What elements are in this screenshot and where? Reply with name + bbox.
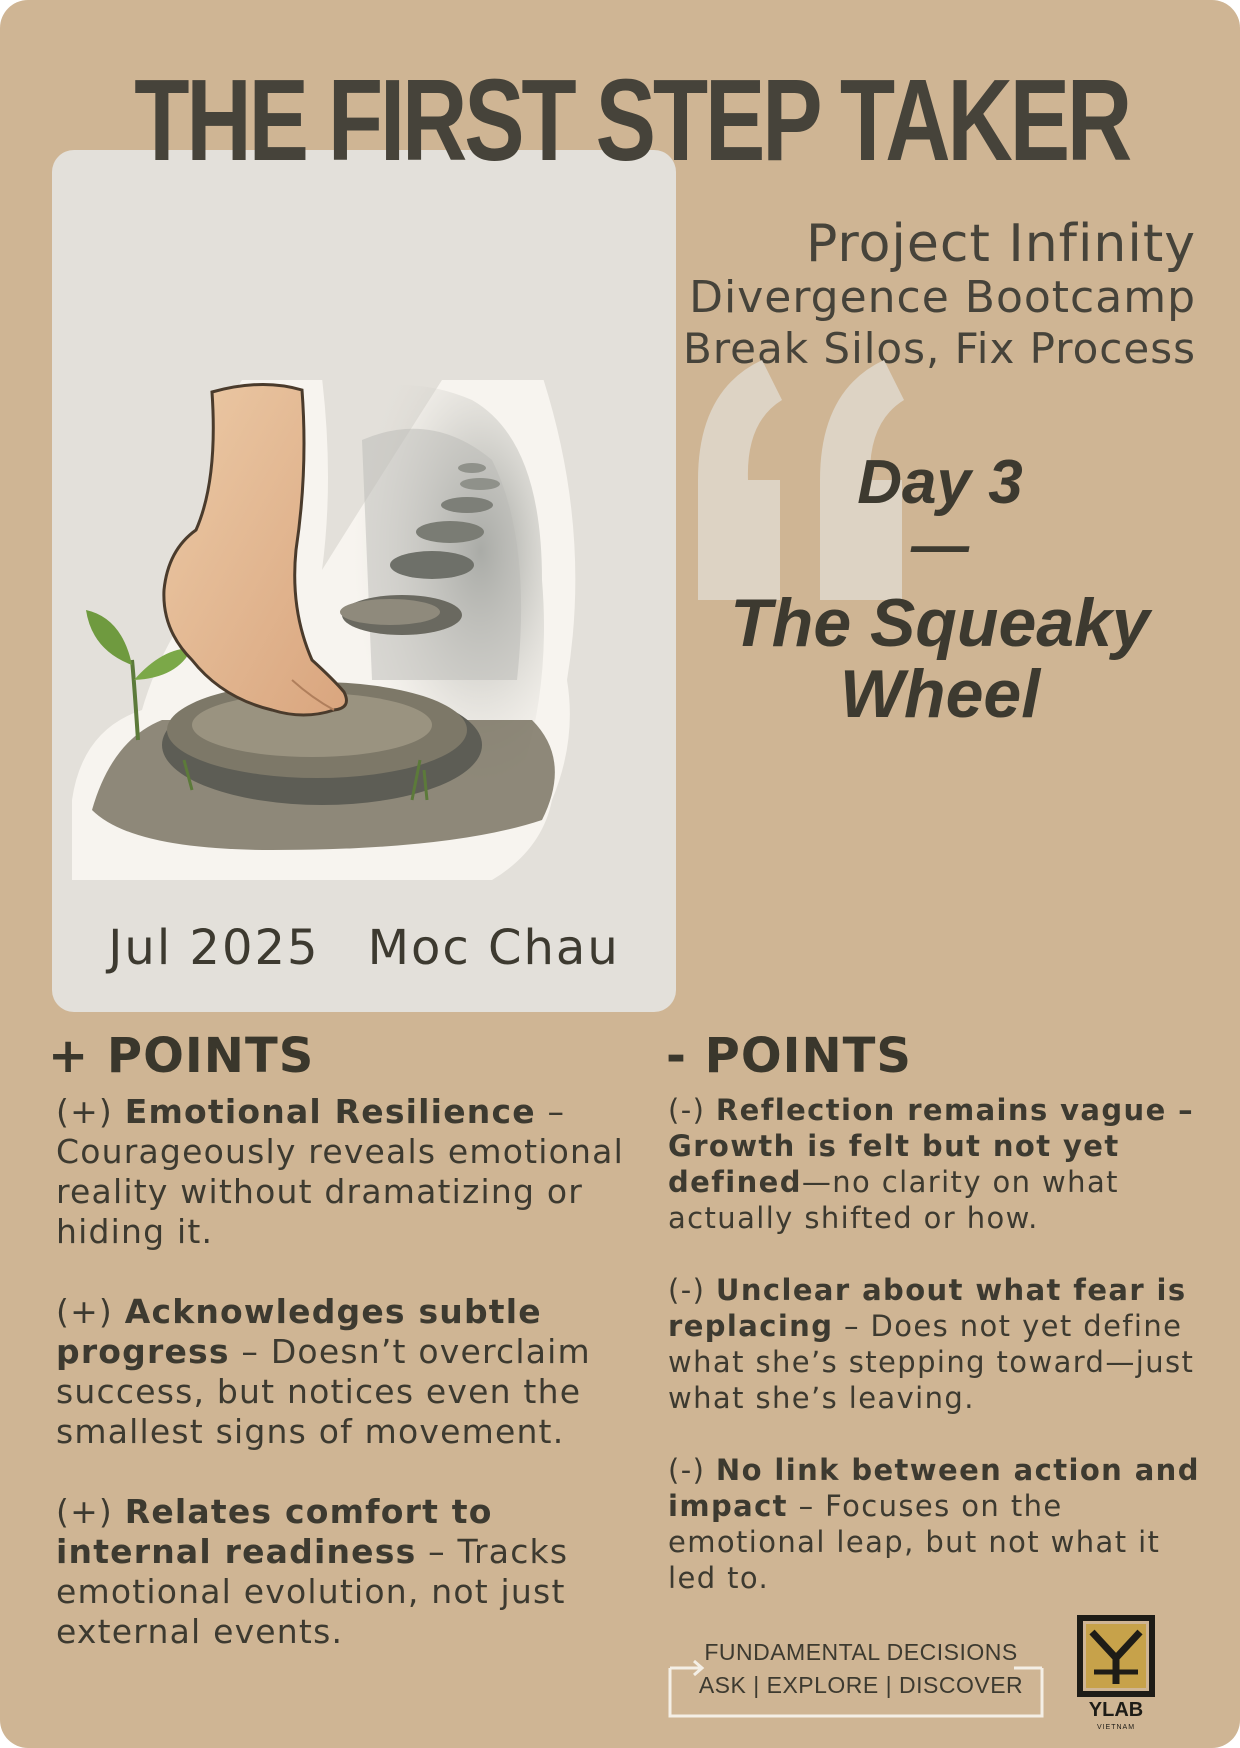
project-name: Project Infinity bbox=[805, 214, 1196, 274]
ylab-logo-icon: YLAB VIETNAM bbox=[1077, 1615, 1155, 1731]
item-title: No link between action and impact bbox=[668, 1453, 1200, 1523]
photo-caption: Jul 2025 Moc Chau bbox=[52, 920, 676, 976]
minus-points-list: (-) Reflection remains vague – Growth is… bbox=[668, 1092, 1208, 1632]
item-title: Acknowledges subtle progress bbox=[56, 1292, 542, 1371]
item-text: – Focuses on the emotional leap, but not… bbox=[668, 1489, 1161, 1595]
item-title: Unclear about what fear is replacing bbox=[668, 1273, 1187, 1343]
item-prefix: (-) bbox=[668, 1093, 716, 1127]
list-item: (-) Reflection remains vague – Growth is… bbox=[668, 1092, 1208, 1236]
footer-bracket-icon bbox=[668, 1659, 1044, 1718]
item-title: Reflection remains vague – Growth is fel… bbox=[668, 1093, 1195, 1199]
project-info: Project Infinity Divergence Bootcamp Bre… bbox=[683, 218, 1196, 370]
logo-text: YLAB bbox=[1089, 1699, 1143, 1721]
item-prefix: (-) bbox=[668, 1453, 716, 1487]
footer-tagline: FUNDAMENTAL DECISIONS ASK | EXPLORE | DI… bbox=[666, 1636, 1056, 1702]
item-text: – Courageously reveals emotional reality… bbox=[56, 1092, 624, 1251]
list-item: (+) Emotional Resilience – Courageously … bbox=[56, 1092, 626, 1252]
photo-location: Moc Chau bbox=[367, 920, 620, 976]
project-program: Divergence Bootcamp bbox=[689, 272, 1196, 323]
photo-date: Jul 2025 bbox=[108, 920, 320, 976]
day-heading: Day 3 — The Squeaky Wheel bbox=[720, 452, 1160, 729]
list-item: (-) No link between action and impact – … bbox=[668, 1452, 1208, 1596]
item-title: Emotional Resilience bbox=[124, 1092, 536, 1131]
plus-points-list: (+) Emotional Resilience – Courageously … bbox=[56, 1092, 626, 1692]
item-text: – Tracks emotional evolution, not just e… bbox=[56, 1532, 569, 1651]
item-prefix: (+) bbox=[56, 1092, 125, 1131]
item-text: – Doesn’t overclaim success, but notices… bbox=[56, 1332, 591, 1451]
quote-mark-icon bbox=[698, 360, 904, 600]
list-item: (+) Acknowledges subtle progress – Doesn… bbox=[56, 1292, 626, 1452]
list-item: (-) Unclear about what fear is replacing… bbox=[668, 1272, 1208, 1416]
project-tagline: Break Silos, Fix Process bbox=[683, 324, 1196, 373]
logo-subtext: VIETNAM bbox=[1097, 1724, 1135, 1731]
day-dash: — bbox=[911, 513, 969, 578]
minus-points-heading: - POINTS bbox=[666, 1028, 912, 1084]
plus-points-heading: + POINTS bbox=[48, 1028, 315, 1084]
item-prefix: (+) bbox=[56, 1292, 125, 1331]
item-text: —no clarity on what actually shifted or … bbox=[668, 1165, 1119, 1235]
foot-stepping-stone-illustration bbox=[72, 380, 576, 880]
item-text: – Does not yet define what she’s steppin… bbox=[668, 1309, 1195, 1415]
list-item: (+) Relates comfort to internal readines… bbox=[56, 1492, 626, 1652]
day-name: The Squeaky Wheel bbox=[730, 584, 1150, 732]
footer-line-2: ASK | EXPLORE | DISCOVER bbox=[698, 1672, 1024, 1698]
footer-line-1: FUNDAMENTAL DECISIONS bbox=[704, 1639, 1018, 1665]
item-prefix: (+) bbox=[56, 1492, 125, 1531]
item-prefix: (-) bbox=[668, 1273, 716, 1307]
day-label: Day 3 bbox=[857, 448, 1023, 517]
item-title: Relates comfort to internal readiness bbox=[56, 1492, 493, 1571]
page-title: THE FIRST STEP TAKER bbox=[134, 55, 1132, 185]
